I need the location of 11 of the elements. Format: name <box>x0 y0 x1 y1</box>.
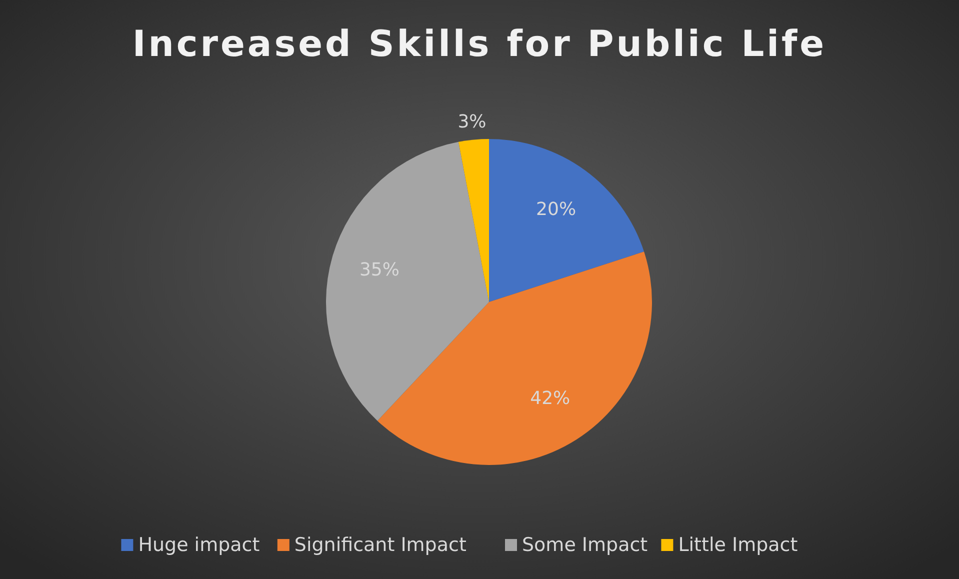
chart-title: Increased Skills for Public Life <box>132 24 827 65</box>
legend-label: Significant Impact <box>294 534 466 556</box>
data-label: 20% <box>536 199 576 220</box>
pie-slice <box>489 139 644 302</box>
legend-label: Huge impact <box>138 534 260 556</box>
data-label: 42% <box>530 388 570 409</box>
pie-slice <box>326 142 489 421</box>
data-label: 3% <box>458 111 486 132</box>
pie-slice <box>458 139 489 302</box>
legend-label: Little Impact <box>678 534 798 556</box>
legend-label: Some Impact <box>522 534 648 556</box>
